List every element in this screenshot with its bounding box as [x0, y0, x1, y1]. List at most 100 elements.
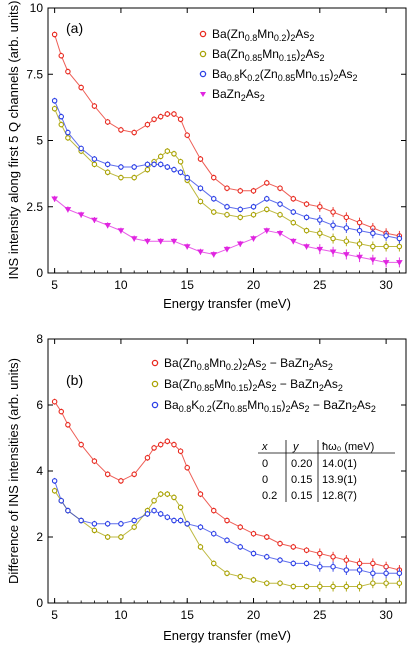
table-cell-r1-c0: 0	[262, 474, 268, 486]
series-a-2	[51, 97, 403, 244]
y-axis-label-b: Difference of INS intensities (arb. unit…	[6, 358, 21, 584]
series-b-2	[51, 477, 403, 579]
data-point-a-0-23	[303, 201, 310, 207]
table-cell-r1-c2: 13.9(1)	[322, 474, 357, 486]
data-point-b-1-6	[118, 534, 124, 540]
panel-a-chart: (a) Energy transfer (meV) INS intensity …	[6, 1, 407, 311]
data-point-a-1-15	[197, 198, 204, 205]
x-tick-label-a-2: 15	[181, 278, 195, 292]
data-point-b-0-16	[210, 507, 217, 514]
data-point-a-2-19	[250, 204, 257, 210]
data-point-b-1-23	[303, 583, 310, 590]
data-point-b-2-1	[58, 497, 65, 504]
data-point-a-3-2	[77, 212, 85, 218]
legend-entry-b-0: Ba(Zn0.8Mn0.2)2As2 − BaZn2As2	[164, 356, 333, 372]
data-point-a-1-11	[164, 148, 171, 154]
data-point-a-3-4	[104, 223, 112, 229]
data-point-a-0-22	[290, 196, 297, 202]
data-point-a-2-29	[383, 233, 389, 239]
legend-entry-a-0: Ba(Zn0.8Mn0.2)2As2	[212, 27, 314, 43]
data-point-b-1-17	[224, 570, 230, 577]
data-point-a-2-26	[343, 225, 350, 231]
data-point-a-2-9	[151, 161, 157, 168]
data-point-a-3-3	[91, 217, 98, 224]
data-point-a-1-1	[58, 121, 65, 128]
data-point-b-2-25	[330, 563, 336, 570]
data-point-a-2-3	[78, 145, 84, 152]
data-point-b-1-27	[356, 583, 363, 590]
data-point-a-1-19	[250, 211, 257, 218]
data-point-b-1-16	[210, 560, 217, 567]
data-point-b-2-8	[144, 511, 151, 517]
data-point-a-3-5	[117, 228, 125, 234]
legend-marker-a-3	[200, 92, 206, 97]
data-point-b-0-11	[164, 438, 171, 445]
data-point-b-2-20	[264, 554, 270, 560]
data-point-a-2-22	[290, 209, 297, 215]
data-point-a-3-15	[250, 236, 257, 242]
data-point-b-2-19	[250, 550, 257, 557]
data-point-a-2-20	[264, 196, 270, 202]
data-point-a-3-24	[369, 257, 377, 263]
data-point-a-3-10	[183, 244, 191, 250]
data-point-b-0-20	[264, 534, 270, 540]
data-point-a-2-14	[184, 174, 190, 181]
data-point-b-1-26	[343, 583, 350, 590]
data-point-b-2-18	[237, 544, 244, 550]
data-point-a-1-25	[330, 235, 336, 242]
data-point-a-2-16	[210, 196, 217, 202]
data-point-b-1-22	[290, 583, 297, 590]
data-point-b-2-23	[303, 560, 310, 567]
data-point-a-2-11	[164, 164, 171, 170]
data-point-a-3-22	[342, 252, 350, 258]
table-cell-r1-c1: 0.15	[291, 474, 312, 486]
data-point-b-0-17	[224, 517, 230, 524]
y-tick-label-b-1: 2	[36, 530, 43, 544]
y-tick-label-a-3: 7.5	[26, 67, 43, 81]
data-point-a-3-12	[210, 252, 218, 258]
data-point-b-2-7	[131, 517, 137, 524]
data-point-b-2-10	[157, 511, 164, 517]
data-point-b-2-21	[277, 557, 283, 563]
data-point-b-1-21	[277, 580, 283, 586]
data-point-a-0-8	[144, 121, 151, 128]
data-point-a-1-26	[343, 238, 350, 244]
data-point-b-2-15	[197, 524, 204, 530]
data-point-a-2-30	[396, 235, 403, 242]
y-axis-label-a: INS intensity along first 5 Q channels (…	[6, 1, 21, 280]
data-point-a-1-24	[317, 230, 323, 237]
x-axis-label-b: Energy transfer (meV)	[163, 628, 291, 643]
data-point-b-1-9	[151, 497, 157, 504]
data-point-b-1-4	[91, 527, 98, 534]
data-point-a-0-0	[51, 31, 58, 38]
data-point-a-3-20	[316, 246, 324, 253]
series-a-1	[51, 105, 403, 252]
table-cell-r2-c2: 12.8(7)	[322, 490, 357, 502]
data-point-b-2-13	[177, 517, 184, 524]
data-point-a-1-7	[131, 174, 137, 181]
data-point-a-3-23	[356, 254, 363, 261]
data-point-b-2-12	[171, 517, 177, 524]
data-point-a-3-17	[276, 230, 284, 237]
data-point-a-0-15	[197, 156, 204, 162]
data-point-b-2-30	[396, 570, 403, 577]
panel-b-chart: (b) Energy transfer (meV) Difference of …	[6, 332, 407, 643]
data-point-b-2-9	[151, 507, 157, 514]
data-point-b-0-0	[51, 398, 58, 405]
x-tick-label-a-5: 30	[379, 278, 393, 292]
panel-label-b: (b)	[66, 372, 83, 388]
data-point-b-0-9	[151, 445, 157, 451]
data-point-b-2-5	[104, 521, 111, 527]
data-point-a-0-25	[330, 209, 336, 215]
data-point-b-2-28	[370, 570, 376, 577]
table-cell-r0-c2: 14.0(1)	[322, 458, 357, 470]
data-point-b-2-3	[78, 517, 84, 524]
data-point-a-0-4	[91, 103, 98, 109]
legend-b: Ba(Zn0.8Mn0.2)2As2 − BaZn2As2 Ba(Zn0.85M…	[151, 356, 376, 414]
data-point-a-0-19	[250, 188, 257, 194]
data-point-a-0-1	[58, 52, 65, 59]
data-point-a-3-13	[223, 246, 231, 253]
data-point-a-1-2	[65, 135, 71, 141]
table-header-x: x	[261, 441, 268, 453]
